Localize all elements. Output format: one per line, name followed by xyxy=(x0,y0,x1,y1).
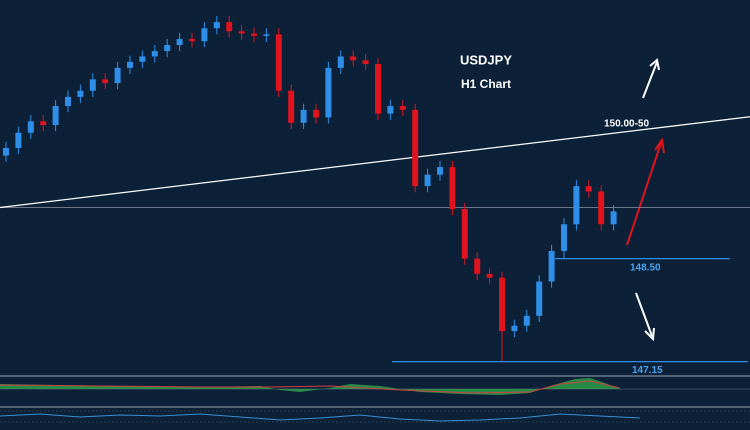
arrow xyxy=(626,137,665,246)
candle-body xyxy=(486,273,493,278)
candle-body xyxy=(3,148,9,156)
candle-body xyxy=(213,22,220,29)
candle-body xyxy=(337,56,344,68)
chart-subtitle: H1 Chart xyxy=(461,77,511,91)
candle-body xyxy=(27,121,34,133)
candle-body xyxy=(375,64,381,114)
candle-body xyxy=(523,315,530,326)
candle-body xyxy=(164,45,171,52)
candle-body xyxy=(362,60,369,65)
candle-body xyxy=(300,109,307,123)
candle-body xyxy=(40,121,47,126)
candle-body xyxy=(226,22,233,32)
candle-body xyxy=(461,209,468,259)
candle-body xyxy=(511,325,518,332)
candle-body xyxy=(561,224,567,251)
candle-body xyxy=(399,106,406,110)
candle-body xyxy=(151,51,158,57)
candle-body xyxy=(238,31,245,34)
candle-body xyxy=(313,109,319,118)
candle-body xyxy=(288,90,295,123)
candle-body xyxy=(176,38,183,46)
candle-body xyxy=(127,61,133,68)
candle-body xyxy=(412,109,419,187)
indicator-line xyxy=(0,413,641,422)
candle-body xyxy=(114,67,121,84)
trendline-label: 150.00-50 xyxy=(604,119,649,130)
candle-body xyxy=(598,191,605,225)
candle-body xyxy=(65,96,71,107)
candle-body xyxy=(102,79,109,84)
indicator-signal xyxy=(0,380,621,394)
candle-body xyxy=(474,258,481,274)
candle-body xyxy=(610,211,617,225)
candle-body xyxy=(189,38,195,42)
trendline xyxy=(0,116,750,209)
candle-body xyxy=(263,34,270,36)
candle-body xyxy=(499,277,505,332)
indicator-histogram xyxy=(0,378,620,395)
candle-body xyxy=(387,106,394,114)
arrow xyxy=(635,292,655,342)
candle-body xyxy=(585,186,592,192)
candle-body xyxy=(89,79,96,91)
candle-body xyxy=(548,250,555,282)
level-label: 147.15 xyxy=(632,365,663,376)
candle-body xyxy=(77,90,84,97)
candle-body xyxy=(536,281,543,316)
candle-body xyxy=(201,28,208,42)
arrow xyxy=(642,58,660,99)
candle-body xyxy=(424,174,431,187)
candle-body xyxy=(325,67,332,118)
candle-body xyxy=(251,33,257,36)
candle-body xyxy=(139,56,146,62)
candle-body xyxy=(52,106,59,126)
level-label: 148.50 xyxy=(630,262,661,273)
candle-body xyxy=(275,34,282,91)
candle-body xyxy=(350,56,357,61)
candle-body xyxy=(437,167,443,175)
chart-title: USDJPY xyxy=(460,52,512,67)
candle-body xyxy=(573,186,580,225)
candle-body xyxy=(449,167,456,210)
candle-body xyxy=(15,132,22,148)
